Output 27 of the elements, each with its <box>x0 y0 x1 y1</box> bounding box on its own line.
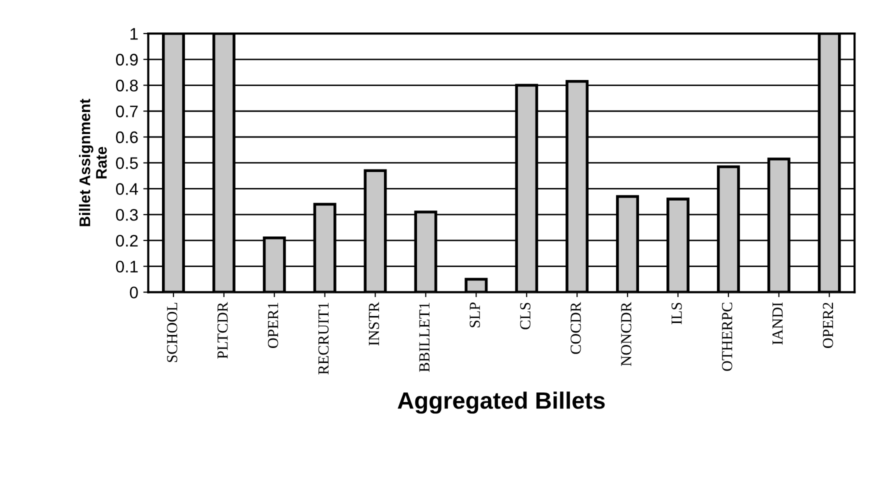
x-tick-label: OPER2 <box>822 302 834 348</box>
y-tick-label: 1 <box>130 28 138 40</box>
y-tick-label: 0.9 <box>116 54 138 66</box>
x-tick-label: NONCDR <box>621 302 632 366</box>
x-tick-label: OTHERPC <box>722 302 732 371</box>
x-tick-label: COCDR <box>570 302 581 354</box>
x-tick-label: RECRUIT1 <box>318 302 329 374</box>
y-tick-label: 0.3 <box>116 208 138 221</box>
x-tick-label: SLP <box>470 302 480 328</box>
y-axis-title: Billet Assignment Rate <box>79 98 107 226</box>
y-tick-label: 0.1 <box>116 260 138 273</box>
y-tick-label: 0.2 <box>116 234 138 247</box>
x-tick-label: CLS <box>520 302 530 330</box>
x-tick-label: ILS <box>672 302 682 324</box>
y-tick-label: 0 <box>130 286 138 298</box>
y-tick-label: 0.6 <box>116 131 138 144</box>
y-tick-label: 0.4 <box>116 183 138 195</box>
x-tick-label: INSTR <box>368 302 380 346</box>
x-tick-label: OPER1 <box>268 302 278 348</box>
y-tick-label: 0.7 <box>116 106 138 118</box>
x-tick-label: SCHOOL <box>167 302 178 362</box>
x-tick-label: IANDI <box>772 302 783 345</box>
y-tick-label: 0.8 <box>116 80 138 92</box>
x-tick-label: BBILLET1 <box>419 302 430 372</box>
x-axis-title: Aggregated Billets <box>398 392 605 414</box>
x-tick-label: PLTCDR <box>217 302 228 359</box>
y-tick-label: 0.5 <box>116 157 138 170</box>
